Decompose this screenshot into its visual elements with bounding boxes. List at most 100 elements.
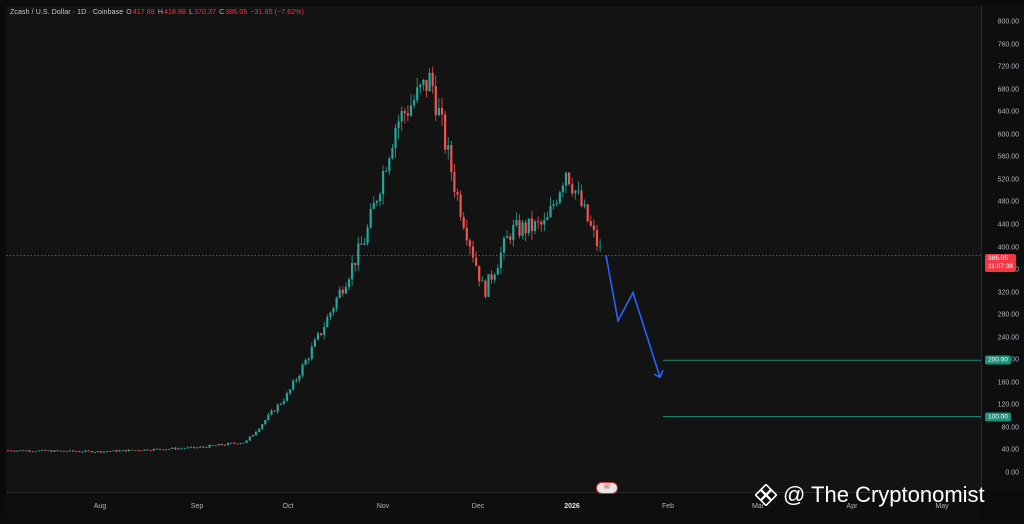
- candle-body: [493, 274, 496, 280]
- candle-body: [289, 389, 292, 394]
- candle-body: [59, 450, 62, 452]
- candle-body: [425, 79, 428, 92]
- candle-body: [239, 443, 242, 445]
- time-tick-label: May: [935, 503, 949, 510]
- candle-body: [347, 279, 351, 288]
- candle-body: [6, 450, 10, 452]
- candle-body: [276, 404, 279, 412]
- candle-body: [506, 236, 509, 239]
- candle-body: [375, 201, 378, 203]
- candle-body: [391, 147, 394, 159]
- candle-body: [115, 450, 118, 452]
- candle-body: [174, 447, 177, 450]
- candle-body: [205, 447, 208, 448]
- candle-body: [47, 450, 50, 452]
- candle-body: [264, 420, 267, 425]
- time-tick-label: Mar: [751, 503, 765, 510]
- candle-body: [478, 265, 481, 282]
- candle-body: [422, 79, 425, 85]
- candle-body: [112, 450, 115, 452]
- candle-body: [279, 403, 282, 405]
- candle-body: [599, 246, 602, 247]
- chart-pane[interactable]: [6, 6, 981, 492]
- candle-body: [413, 100, 416, 106]
- candle-body: [146, 449, 149, 451]
- symbol-title[interactable]: Zcash / U.S. Dollar · 1D · Coinbase: [10, 9, 124, 16]
- candle-body: [537, 221, 540, 223]
- candle-body: [571, 184, 574, 194]
- candle-body: [56, 450, 59, 452]
- projection-path[interactable]: [605, 255, 661, 378]
- candle-body: [65, 451, 68, 453]
- time-axis[interactable]: Aug Sep Oct Nov Dec 2026 Feb Mar Apr May: [6, 492, 981, 519]
- candle-body: [28, 450, 31, 452]
- candle-body: [87, 450, 90, 452]
- candle-body: [394, 127, 397, 148]
- candle-body: [555, 202, 558, 205]
- level-tag-100[interactable]: 100.00: [985, 412, 1011, 422]
- candle-body: [543, 220, 546, 225]
- watermark: @ The Cryptonomist: [755, 482, 985, 508]
- candle-body: [540, 221, 543, 225]
- candle-body: [282, 400, 285, 404]
- candle-body: [369, 208, 372, 228]
- price-tick-label: 160.00: [997, 379, 1019, 387]
- watermark-text: @ The Cryptonomist: [783, 482, 985, 507]
- candle-body: [90, 450, 93, 453]
- candle-body: [428, 72, 431, 92]
- last-price-value: 386.05: [988, 255, 1008, 262]
- candle-body: [326, 317, 329, 328]
- candle-body: [248, 436, 251, 441]
- candle-body: [372, 202, 375, 209]
- candle-body: [580, 190, 583, 206]
- candle-body: [304, 359, 307, 365]
- candle-body: [19, 450, 22, 452]
- candle-body: [456, 191, 459, 195]
- price-chart[interactable]: [6, 6, 981, 492]
- price-tick-label: 280.00: [997, 311, 1019, 319]
- price-tick-label: 520.00: [997, 176, 1019, 184]
- candle-body: [509, 236, 512, 240]
- candle-body: [192, 446, 196, 448]
- candle-body: [10, 450, 13, 452]
- candle-body: [307, 358, 310, 360]
- candle-body: [168, 448, 171, 450]
- candle-body: [37, 450, 41, 452]
- candle-body: [261, 424, 264, 429]
- level-tag-200[interactable]: 200.00: [985, 355, 1011, 365]
- price-tick-label: 320.00: [997, 289, 1019, 297]
- candle-body: [437, 107, 440, 116]
- candle-body: [447, 145, 450, 150]
- candle-body: [186, 447, 189, 449]
- candle-body: [484, 280, 487, 297]
- candle-body: [530, 218, 533, 232]
- candle-body: [180, 448, 183, 450]
- candle-body: [316, 333, 320, 340]
- time-tick-label: Apr: [846, 503, 858, 510]
- candle-body: [99, 451, 103, 453]
- candle-body: [53, 450, 56, 452]
- price-axis[interactable]: 800.00 760.00 720.00 680.00 640.00 600.00 560.…: [981, 6, 1024, 492]
- candle-body: [245, 440, 248, 443]
- candle-body: [161, 449, 165, 451]
- candle-body: [577, 190, 580, 192]
- candle-body: [140, 450, 143, 452]
- candle-body: [378, 194, 382, 202]
- candle-body: [406, 113, 409, 116]
- candle-body: [502, 238, 506, 253]
- candle-body: [310, 346, 313, 359]
- candle-body: [512, 224, 515, 240]
- candle-body: [50, 450, 53, 452]
- candle-body: [499, 252, 502, 269]
- last-price-tag: 386.05 11:07:38: [985, 254, 1016, 272]
- candle-body: [546, 217, 549, 221]
- candle-body: [72, 450, 75, 452]
- candle-body: [592, 225, 595, 231]
- events-icon[interactable]: ✉: [596, 482, 618, 494]
- price-tick-label: 680.00: [997, 86, 1019, 94]
- price-tick-label: 120.00: [997, 401, 1019, 409]
- candle-body: [595, 230, 599, 247]
- candle-body: [568, 172, 571, 185]
- candle-body: [230, 442, 233, 444]
- candle-body: [586, 204, 589, 222]
